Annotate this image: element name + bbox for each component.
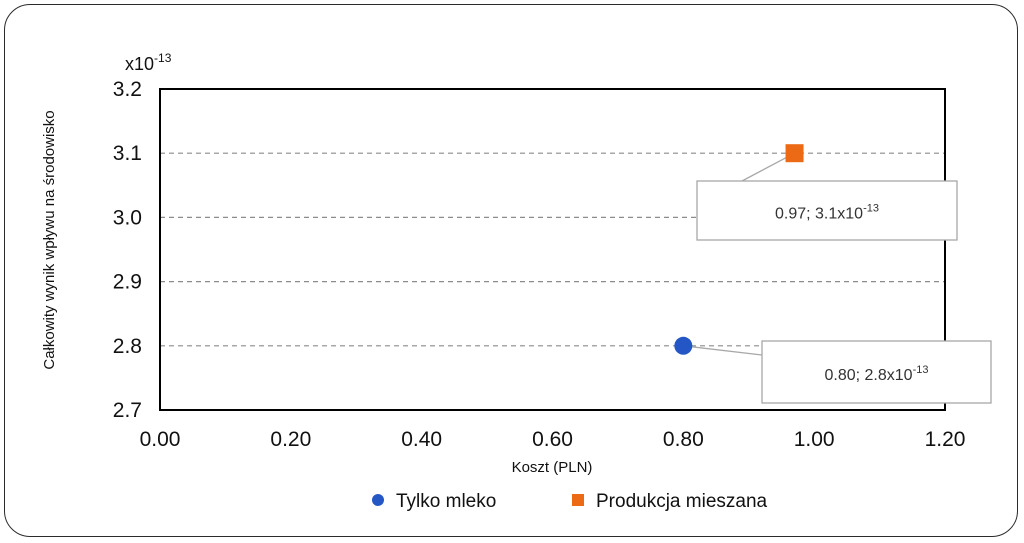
x-tick-labels: 0.00 0.20 0.40 0.60 0.80 1.00 1.20 bbox=[140, 428, 966, 451]
data-point-produkcja-mieszana bbox=[785, 144, 804, 163]
x-tick-label: 0.60 bbox=[532, 428, 573, 451]
callout-box bbox=[696, 180, 958, 241]
chart-frame bbox=[4, 4, 1018, 537]
y-multiplier-label: x10-13 bbox=[125, 51, 172, 74]
data-label: 0.80; 2.8x10-13 bbox=[825, 364, 929, 384]
y-axis-title: Całkowity wynik wpływu na środowisko bbox=[41, 110, 58, 369]
x-tick-label: 1.20 bbox=[925, 428, 966, 451]
y-tick-label: 3.0 bbox=[113, 206, 142, 229]
legend-marker-square bbox=[572, 494, 584, 506]
x-tick-label: 0.20 bbox=[270, 428, 311, 451]
y-tick-label: 2.7 bbox=[113, 399, 142, 422]
x-tick-label: 0.00 bbox=[140, 428, 181, 451]
plot-area bbox=[159, 88, 946, 411]
y-tick-label: 3.1 bbox=[113, 142, 142, 165]
data-point-tylko-mleko bbox=[674, 336, 693, 355]
x-tick-label: 0.80 bbox=[663, 428, 704, 451]
legend-marker-circle bbox=[372, 494, 384, 506]
gridlines bbox=[160, 152, 945, 347]
x-axis-title: Koszt (PLN) bbox=[512, 459, 593, 476]
legend: Tylko mleko Produkcja mieszana bbox=[372, 491, 768, 512]
x-tick-label: 0.40 bbox=[401, 428, 442, 451]
data-label: 0.97; 3.1x10-13 bbox=[775, 203, 879, 223]
callout-box bbox=[761, 340, 992, 404]
callout-leader bbox=[683, 345, 763, 356]
legend-label: Tylko mleko bbox=[396, 491, 496, 512]
data-callouts: 0.80; 2.8x10-13 0.97; 3.1x10-13 bbox=[683, 152, 992, 404]
data-points bbox=[674, 144, 804, 355]
y-tick-label: 2.9 bbox=[113, 271, 142, 294]
y-tick-label: 2.8 bbox=[113, 335, 142, 358]
legend-label: Produkcja mieszana bbox=[596, 491, 768, 512]
x-tick-label: 1.00 bbox=[794, 428, 835, 451]
y-tick-label: 3.2 bbox=[113, 78, 142, 101]
y-tick-labels: 2.7 2.8 2.9 3.0 3.1 3.2 bbox=[113, 78, 142, 422]
